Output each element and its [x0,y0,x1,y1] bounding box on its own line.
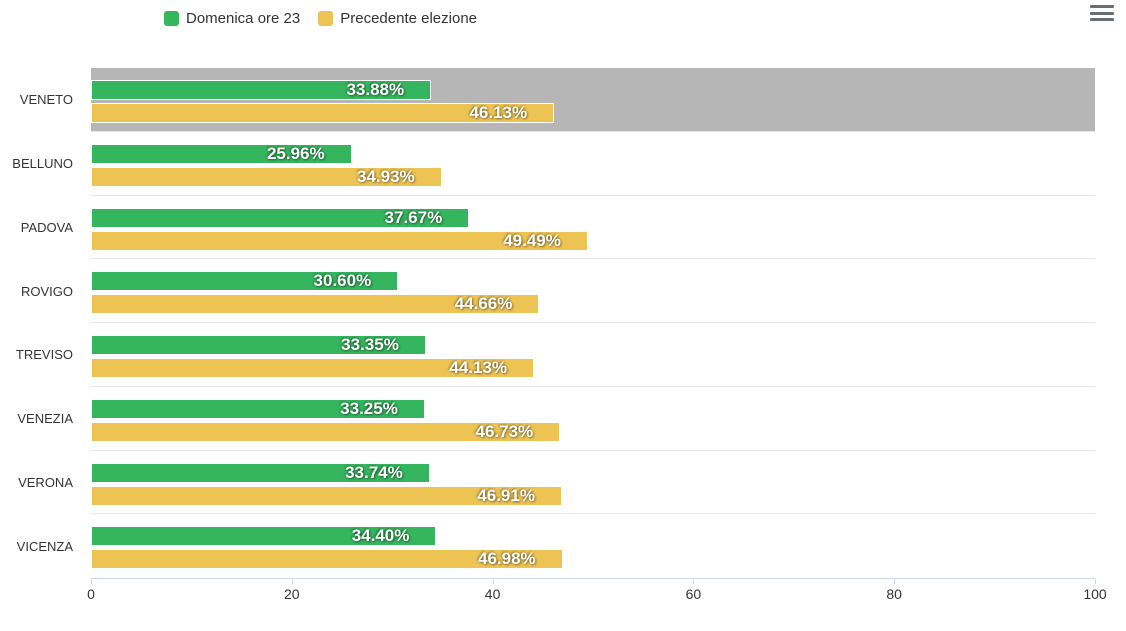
bar-value-label: 37.67% [384,207,443,227]
category-row-padova: 37.67% 49.49% [91,196,1095,260]
chart-context-menu-button[interactable] [1090,5,1114,21]
bar-value-label: 46.98% [478,549,536,569]
bar-vicenza-precedente-elezione[interactable]: 46.98% [91,549,563,570]
bar-value-label: 46.13% [469,103,528,122]
x-axis-label-40: 40 [484,586,501,602]
x-axis-tick [492,579,494,584]
bar-veneto-domenica-ore-23[interactable]: 33.88% [91,80,432,100]
bar-venezia-precedente-elezione[interactable]: 46.73% [91,421,561,442]
legend-label: Precedente elezione [340,10,477,27]
hamburger-icon [1090,18,1114,21]
x-axis-tick [693,579,695,584]
x-axis-label-80: 80 [886,586,902,602]
bar-treviso-precedente-elezione[interactable]: 44.13% [91,358,535,378]
bar-value-label: 44.66% [454,294,513,314]
hamburger-icon [1090,5,1114,8]
category-row-venezia: 33.25% 46.73% [91,387,1095,451]
legend: Domenica ore 23 Precedente elezione [164,10,477,27]
category-label-padova: PADOVA [20,219,73,235]
category-row-veneto: 33.88% 46.13% [91,68,1095,132]
category-label-veneto: VENETO [19,92,73,108]
bar-rovigo-precedente-elezione[interactable]: 44.66% [91,294,540,315]
category-row-verona: 33.74% 46.91% [91,451,1095,515]
x-axis-label-20: 20 [284,586,300,602]
x-axis-tick [291,579,293,584]
bar-padova-domenica-ore-23[interactable]: 37.67% [91,207,470,228]
category-row-vicenza: 34.40% 46.98% [91,514,1095,578]
bar-value-label: 34.40% [351,526,410,546]
green-swatch-icon [164,11,179,26]
hamburger-icon [1090,11,1114,15]
category-row-belluno: 25.96% 34.93% [91,132,1095,196]
bar-value-label: 25.96% [266,143,325,163]
bar-rovigo-domenica-ore-23[interactable]: 30.60% [91,271,399,292]
bar-value-label: 44.13% [449,358,508,377]
legend-label: Domenica ore 23 [186,10,301,27]
bar-verona-domenica-ore-23[interactable]: 33.74% [91,462,430,483]
bar-rows: 33.88% 46.13% 25.96% 34.93% 37.67% 49.49% 30.6… [91,68,1095,578]
x-axis-tick [1095,579,1096,584]
bar-padova-precedente-elezione[interactable]: 49.49% [91,230,588,251]
x-axis-tick [894,579,896,584]
category-row-treviso: 33.35% 44.13% [91,323,1095,387]
legend-item-precedente-elezione[interactable]: Precedente elezione [318,10,477,27]
category-label-treviso: TREVISO [15,347,73,363]
bar-value-label: 33.74% [345,462,403,482]
category-row-rovigo: 30.60% 44.66% [91,259,1095,323]
bar-vicenza-domenica-ore-23[interactable]: 34.40% [91,526,437,547]
bar-treviso-domenica-ore-23[interactable]: 33.35% [91,335,426,355]
category-label-rovigo: ROVIGO [20,283,73,299]
x-axis-label-100: 100 [1083,586,1107,602]
x-axis-label-60: 60 [685,586,702,602]
bar-venezia-domenica-ore-23[interactable]: 33.25% [91,398,425,419]
bar-value-label: 49.49% [503,230,561,250]
category-label-verona: VERONA [18,474,73,490]
bar-value-label: 34.93% [357,166,415,186]
bar-value-label: 30.60% [313,271,372,291]
x-axis-label-0: 0 [87,586,95,602]
bar-value-label: 33.25% [340,398,398,418]
bar-belluno-domenica-ore-23[interactable]: 25.96% [91,143,352,164]
bar-value-label: 46.73% [475,421,534,441]
bar-value-label: 33.88% [346,80,405,99]
category-label-venezia: VENEZIA [17,411,73,427]
bar-belluno-precedente-elezione[interactable]: 34.93% [91,166,442,187]
category-label-vicenza: VICENZA [16,538,73,554]
bar-value-label: 46.91% [477,485,535,505]
legend-item-domenica-ore-23[interactable]: Domenica ore 23 [164,10,300,27]
category-label-belluno: BELLUNO [12,156,73,172]
bar-value-label: 33.35% [341,335,399,354]
bar-veneto-precedente-elezione[interactable]: 46.13% [91,103,555,123]
bar-verona-precedente-elezione[interactable]: 46.91% [91,485,562,506]
x-axis-tick [91,579,92,584]
yellow-swatch-icon [318,11,334,26]
plot-area: 33.88% 46.13% 25.96% 34.93% 37.67% 49.49% 30.6… [12,68,1107,602]
